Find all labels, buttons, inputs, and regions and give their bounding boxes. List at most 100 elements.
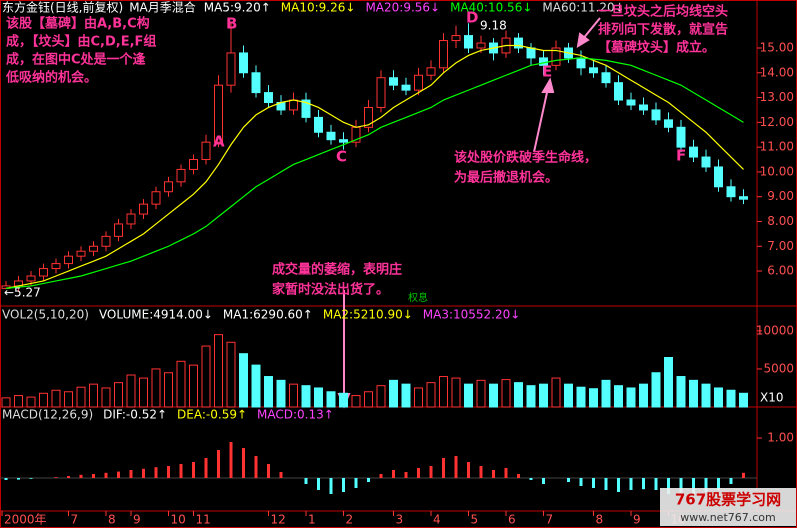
dividend-label: 权息: [408, 291, 428, 304]
annotation: 成，【坟头】由C,D,E,F组: [6, 34, 156, 50]
legend-item: MA1:6290.60↑: [223, 308, 313, 322]
watermark: 767股票学习网: [675, 491, 781, 509]
candle-body: [714, 166, 723, 188]
volume-bar: [451, 377, 461, 408]
candle-body: [514, 37, 523, 49]
point-label: D: [466, 9, 478, 27]
volume-bar: [651, 372, 661, 408]
volume-bar: [351, 395, 361, 408]
volume-bar: [126, 374, 136, 408]
y-tick-label: 15.00: [760, 40, 794, 54]
y-tick-label: 13.00: [760, 90, 794, 104]
legend-item: MA40:10.56↓: [450, 1, 532, 15]
low-label: ←5.27: [4, 286, 41, 300]
volume-bar: [639, 383, 648, 408]
volume-bar: [201, 345, 211, 408]
point-label: C: [336, 148, 347, 166]
y-tick-label: 7.00: [767, 239, 794, 253]
watermark: www.net767.com: [680, 511, 776, 524]
candle-body: [26, 275, 36, 282]
legend-item: MACD(12,26,9): [2, 408, 93, 422]
x-tick-label: 7: [71, 513, 79, 527]
x-tick-label: 8: [596, 513, 604, 527]
x-tick-label: 5: [471, 513, 479, 527]
x-tick-label: 4: [433, 513, 441, 527]
y-tick-label: 8.00: [767, 214, 794, 228]
volume-bar: [501, 379, 511, 408]
volume-bar: [689, 379, 698, 408]
candle-body: [101, 235, 111, 247]
x-tick-label: 9: [633, 513, 641, 527]
volume-bar: [101, 387, 111, 408]
x-tick-label: 3: [396, 513, 404, 527]
candle-body: [739, 196, 748, 200]
volume-bar: [301, 385, 311, 408]
candle-body: [301, 99, 311, 118]
volume-bar: [726, 389, 736, 408]
candle-body: [451, 35, 461, 42]
legend-item: VOL2(5,10,20): [2, 308, 89, 322]
arrows: [337, 17, 601, 409]
volume-bar: [514, 382, 523, 408]
x-tick-label: 7: [546, 513, 554, 527]
volume-bar: [364, 391, 373, 408]
legend-item: MA10:9.26↓: [281, 1, 356, 15]
volume-bar: [626, 387, 636, 408]
y-tick-label: 12.00: [760, 115, 794, 129]
volume-bar: [739, 392, 748, 408]
volume-bar: [676, 376, 686, 408]
volume-bar: [151, 368, 161, 408]
volume-bar: [464, 383, 473, 408]
volume-bar: [314, 387, 323, 408]
candle-body: [601, 72, 611, 84]
candle-body: [589, 67, 598, 74]
legend-item: MA5:9.20↑: [204, 1, 271, 15]
macd-tick-label: 1.00: [767, 431, 794, 445]
volume-bar: [401, 383, 411, 408]
annotation: 成，在图中C处是一个逢: [6, 52, 146, 68]
volume-bar: [576, 386, 586, 408]
volume-bar: [664, 357, 673, 408]
volume-tick-label: 10000: [756, 323, 794, 337]
volume-bar: [589, 388, 598, 408]
volume-bar: [376, 385, 386, 408]
candle-body: [689, 146, 698, 158]
annotation: 成交量的萎缩，表明庄: [272, 262, 402, 278]
legend-item: MACD:0.13↑: [257, 408, 334, 422]
candle-body: [651, 109, 661, 121]
volume-bar: [114, 382, 123, 408]
annotation: 该股【墓碑】由A,B,C构: [6, 16, 150, 32]
volume-bar: [89, 383, 98, 408]
candle-body: [314, 116, 323, 133]
legend-item: MA2:5210.90↓: [323, 308, 413, 322]
volume-bar: [476, 379, 486, 408]
indicator-name: MA月季混合: [129, 0, 196, 15]
candle-body: [251, 72, 261, 94]
point-label: A: [213, 133, 225, 151]
x-tick-label: 1: [308, 513, 316, 527]
x-tick-label: 11: [196, 513, 211, 527]
x-tick-label: 9: [133, 513, 141, 527]
x-tick-label: 2: [346, 513, 354, 527]
candle-body: [551, 47, 561, 66]
volume-tick-label: 5000: [763, 361, 794, 375]
candle-body: [114, 223, 123, 237]
ma-line: [5, 44, 744, 289]
annotation: 为最后撤退机会。: [454, 170, 558, 186]
volume-bar: [251, 364, 261, 408]
annotation: 排列向下发散，就宣告: [598, 22, 728, 38]
high-label: 9.18: [480, 19, 507, 33]
candle-body: [676, 126, 686, 148]
legend-item: MA20:9.56↓: [365, 1, 440, 15]
volume-bar: [164, 372, 173, 408]
volume-bar: [414, 387, 423, 408]
candle-body: [214, 84, 223, 143]
volume-bar: [326, 391, 336, 408]
volume-bar: [339, 392, 348, 408]
volume-bar: [426, 382, 436, 408]
y-tick-label: 11.00: [760, 140, 794, 154]
candle-body: [401, 84, 411, 91]
volume-bar: [289, 383, 298, 408]
candle-body: [576, 57, 586, 69]
